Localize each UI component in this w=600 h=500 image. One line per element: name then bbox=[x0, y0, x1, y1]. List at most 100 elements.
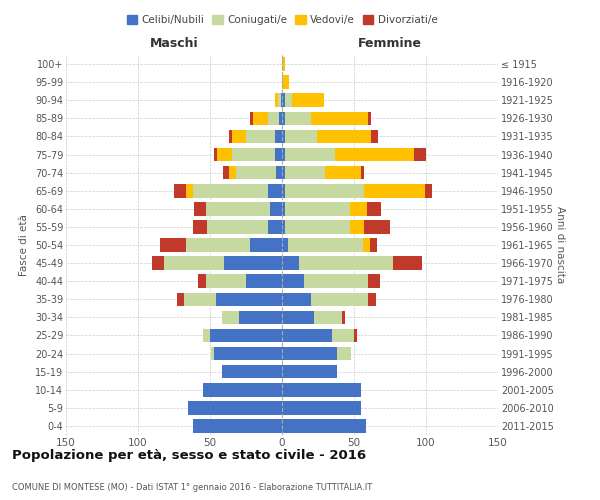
Bar bbox=[282, 365, 337, 378]
Bar bbox=[282, 94, 285, 107]
Bar bbox=[368, 112, 371, 125]
Bar bbox=[282, 202, 285, 215]
Bar bbox=[177, 292, 184, 306]
Bar bbox=[371, 130, 379, 143]
Bar bbox=[285, 94, 292, 107]
Bar bbox=[193, 220, 207, 234]
Bar bbox=[211, 347, 214, 360]
Bar bbox=[368, 274, 380, 288]
Bar bbox=[282, 347, 337, 360]
Bar bbox=[304, 274, 368, 288]
Bar bbox=[285, 130, 317, 143]
Bar bbox=[199, 274, 206, 288]
Bar bbox=[185, 238, 250, 252]
Bar bbox=[281, 94, 282, 107]
Bar bbox=[285, 112, 311, 125]
Bar bbox=[282, 220, 285, 234]
Bar bbox=[282, 130, 285, 143]
Bar bbox=[268, 220, 282, 234]
Bar bbox=[288, 238, 362, 252]
Bar bbox=[203, 328, 210, 342]
Bar bbox=[214, 148, 217, 162]
Bar bbox=[317, 130, 371, 143]
Bar bbox=[282, 256, 299, 270]
Bar bbox=[221, 365, 282, 378]
Bar bbox=[193, 419, 282, 432]
Bar bbox=[311, 112, 368, 125]
Bar bbox=[282, 401, 361, 414]
Bar bbox=[250, 238, 282, 252]
Bar bbox=[282, 112, 285, 125]
Bar bbox=[282, 76, 289, 89]
Bar bbox=[282, 238, 288, 252]
Bar bbox=[282, 310, 314, 324]
Bar bbox=[282, 184, 285, 198]
Bar bbox=[210, 328, 282, 342]
Bar bbox=[207, 220, 268, 234]
Y-axis label: Fasce di età: Fasce di età bbox=[19, 214, 29, 276]
Bar bbox=[229, 130, 232, 143]
Bar bbox=[184, 292, 216, 306]
Bar bbox=[253, 112, 268, 125]
Bar bbox=[216, 292, 282, 306]
Bar bbox=[278, 94, 281, 107]
Bar bbox=[250, 112, 253, 125]
Text: Maschi: Maschi bbox=[149, 36, 199, 50]
Bar bbox=[174, 184, 185, 198]
Bar bbox=[292, 94, 324, 107]
Bar bbox=[367, 202, 382, 215]
Bar bbox=[239, 310, 282, 324]
Bar bbox=[350, 202, 367, 215]
Bar bbox=[285, 148, 335, 162]
Y-axis label: Anni di nascita: Anni di nascita bbox=[555, 206, 565, 284]
Bar bbox=[325, 166, 361, 179]
Bar bbox=[232, 148, 275, 162]
Bar bbox=[393, 256, 422, 270]
Bar bbox=[268, 184, 282, 198]
Bar bbox=[282, 383, 361, 396]
Bar bbox=[193, 184, 268, 198]
Bar bbox=[425, 184, 432, 198]
Bar bbox=[285, 184, 364, 198]
Bar bbox=[232, 130, 246, 143]
Bar bbox=[282, 274, 304, 288]
Bar bbox=[221, 310, 239, 324]
Bar bbox=[282, 166, 285, 179]
Bar bbox=[354, 328, 357, 342]
Bar bbox=[370, 238, 377, 252]
Bar bbox=[268, 112, 279, 125]
Bar bbox=[152, 256, 164, 270]
Bar bbox=[364, 220, 390, 234]
Bar bbox=[185, 184, 193, 198]
Bar bbox=[279, 112, 282, 125]
Bar bbox=[206, 202, 271, 215]
Bar bbox=[282, 148, 285, 162]
Bar bbox=[246, 274, 282, 288]
Bar bbox=[368, 292, 376, 306]
Bar bbox=[343, 310, 346, 324]
Text: Popolazione per età, sesso e stato civile - 2016: Popolazione per età, sesso e stato civil… bbox=[12, 450, 366, 462]
Bar bbox=[236, 166, 276, 179]
Bar bbox=[361, 166, 364, 179]
Bar bbox=[275, 148, 282, 162]
Bar bbox=[188, 401, 282, 414]
Bar bbox=[337, 347, 351, 360]
Bar bbox=[362, 238, 370, 252]
Bar bbox=[224, 256, 282, 270]
Bar bbox=[275, 94, 278, 107]
Bar bbox=[164, 256, 224, 270]
Bar bbox=[285, 202, 350, 215]
Bar bbox=[311, 292, 368, 306]
Bar bbox=[335, 148, 415, 162]
Text: COMUNE DI MONTESE (MO) - Dati ISTAT 1° gennaio 2016 - Elaborazione TUTTITALIA.IT: COMUNE DI MONTESE (MO) - Dati ISTAT 1° g… bbox=[12, 484, 372, 492]
Bar bbox=[332, 328, 354, 342]
Legend: Celibi/Nubili, Coniugati/e, Vedovi/e, Divorziati/e: Celibi/Nubili, Coniugati/e, Vedovi/e, Di… bbox=[122, 11, 442, 29]
Bar bbox=[350, 220, 364, 234]
Bar bbox=[206, 274, 246, 288]
Bar bbox=[229, 166, 236, 179]
Bar bbox=[282, 328, 332, 342]
Bar bbox=[276, 166, 282, 179]
Bar bbox=[160, 238, 185, 252]
Bar bbox=[214, 347, 282, 360]
Bar bbox=[194, 202, 206, 215]
